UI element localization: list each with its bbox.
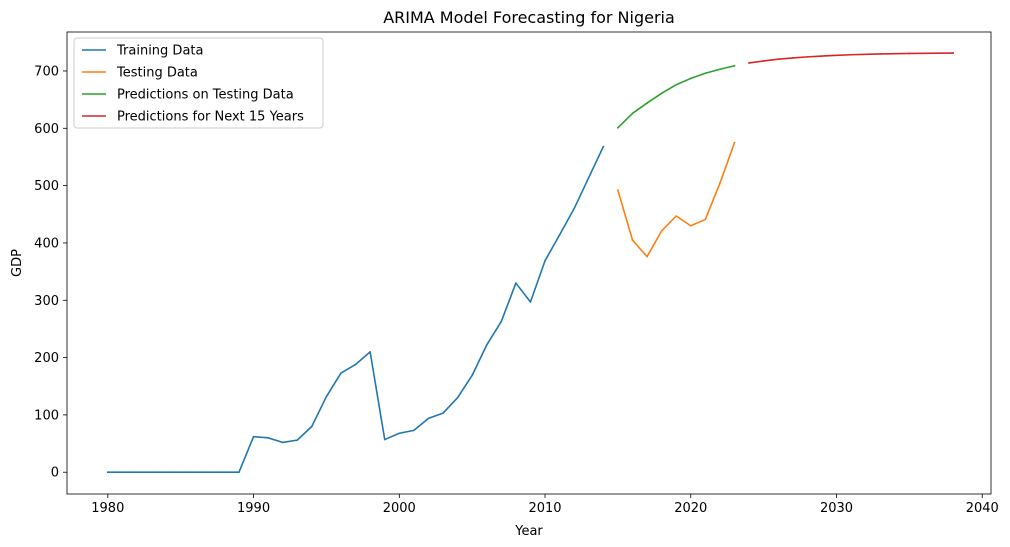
data-point: [121, 471, 124, 474]
data-point: [471, 374, 473, 377]
y-axis-title: GDP: [10, 249, 25, 277]
data-point: [660, 230, 663, 232]
data-point: [733, 141, 736, 144]
data-point: [791, 57, 794, 59]
x-tick-label: 2040: [966, 501, 999, 516]
data-point: [689, 77, 692, 80]
data-point: [573, 207, 575, 210]
data-point: [821, 55, 823, 57]
y-tick-label: 400: [34, 236, 59, 251]
legend-label-1: Testing Data: [116, 66, 198, 81]
data-point: [252, 435, 255, 438]
data-point: [281, 441, 284, 444]
data-point: [704, 72, 707, 75]
x-tick-label: 1980: [91, 501, 124, 516]
data-point: [762, 60, 765, 62]
data-point: [544, 259, 546, 262]
data-point: [646, 255, 648, 258]
data-point: [952, 52, 954, 54]
data-point: [107, 471, 109, 474]
y-tick-label: 300: [34, 294, 59, 309]
data-point: [340, 372, 342, 374]
data-point: [529, 301, 532, 303]
data-point: [442, 412, 444, 414]
data-point: [485, 344, 488, 346]
data-point: [354, 363, 357, 366]
data-point: [136, 471, 138, 474]
data-point: [515, 282, 517, 284]
legend-label-3: Predictions for Next 15 Years: [117, 110, 304, 125]
data-point: [165, 471, 167, 474]
data-point: [631, 239, 634, 241]
data-point: [923, 52, 925, 55]
x-tick-label: 2010: [528, 501, 561, 516]
chart-title: ARIMA Model Forecasting for Nigeria: [383, 8, 675, 27]
data-point: [689, 224, 692, 227]
legend: Training Data Testing Data Predictions on …: [73, 37, 324, 129]
data-point: [806, 56, 809, 58]
data-point: [369, 351, 371, 353]
data-point: [719, 182, 721, 185]
data-point: [587, 176, 590, 179]
x-tick-label: 2020: [674, 501, 707, 516]
data-point: [777, 58, 780, 61]
data-point: [179, 471, 182, 474]
data-point: [879, 53, 882, 55]
legend-label-2: Predictions on Testing Data: [117, 88, 294, 103]
y-tick-label: 0: [51, 466, 59, 481]
y-axis-ticks: 0 100 200 300 400 500 600 700: [34, 64, 67, 481]
y-tick-label: 100: [34, 408, 59, 423]
data-point: [267, 437, 269, 439]
plot-frame: [66, 31, 992, 495]
data-point: [675, 83, 677, 86]
data-point: [631, 112, 634, 115]
data-point: [325, 395, 328, 398]
data-point: [850, 53, 852, 56]
y-tick-label: 200: [34, 351, 59, 366]
data-point: [660, 92, 663, 95]
data-point: [617, 189, 619, 191]
y-tick-label: 500: [34, 179, 59, 194]
x-tick-label: 2000: [383, 501, 416, 516]
data-point: [296, 439, 299, 441]
data-point: [937, 52, 940, 54]
x-axis-title: Year: [514, 524, 543, 539]
data-point: [748, 62, 750, 64]
data-point: [908, 52, 911, 55]
data-point: [194, 471, 197, 474]
data-point: [150, 471, 153, 474]
x-tick-label: 2030: [820, 501, 853, 516]
y-tick-label: 600: [34, 122, 59, 137]
data-point: [864, 53, 867, 56]
data-point: [223, 471, 226, 474]
data-point: [209, 471, 211, 474]
data-point: [704, 218, 707, 221]
data-point: [675, 215, 677, 217]
data-point: [311, 425, 313, 428]
data-point: [500, 320, 503, 323]
data-point: [413, 429, 415, 432]
data-point: [398, 432, 401, 435]
legend-label-0: Training Data: [116, 44, 203, 59]
data-point: [835, 54, 838, 57]
data-point: [427, 417, 430, 420]
data-point: [646, 102, 648, 104]
data-point: [733, 65, 736, 67]
data-point: [383, 438, 386, 441]
y-tick-label: 700: [34, 64, 59, 79]
legend-items: Training Data Testing Data Predictions on …: [82, 44, 304, 125]
legend-frame: [73, 37, 324, 129]
data-point: [602, 145, 605, 148]
series-layer: [107, 52, 954, 474]
data-point: [558, 234, 561, 236]
data-point: [456, 396, 459, 399]
data-point: [894, 52, 896, 55]
data-point: [617, 126, 619, 129]
x-axis-ticks: 1980 1990 2000 2010 2020 2030 2040: [91, 494, 999, 516]
data-point: [719, 68, 721, 71]
x-tick-label: 1990: [237, 501, 270, 516]
data-point: [238, 471, 240, 474]
